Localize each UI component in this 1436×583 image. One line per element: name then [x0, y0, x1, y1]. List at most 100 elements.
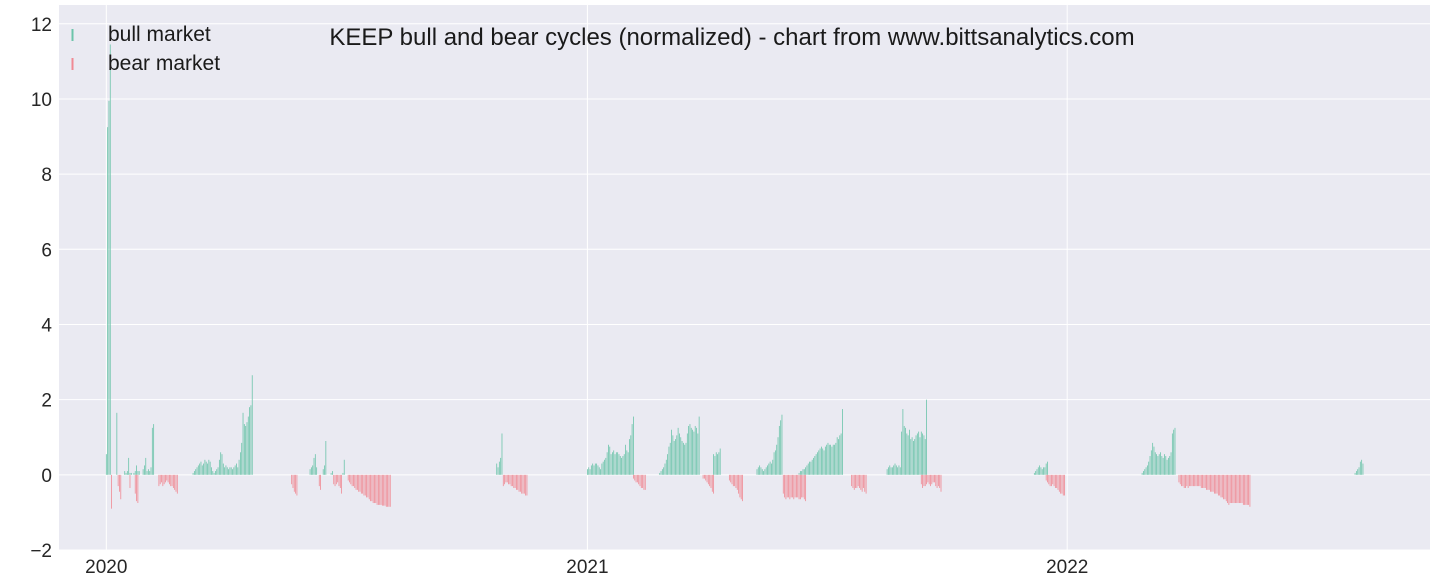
bull-bar: [197, 465, 199, 475]
bear-bar: [935, 474, 937, 487]
bear-bar: [517, 474, 519, 490]
bull-bar: [203, 463, 204, 475]
bull-bar: [839, 435, 841, 475]
bear-bar: [1195, 474, 1197, 487]
bear-bar: [387, 474, 389, 507]
bear-bar: [1245, 474, 1247, 505]
bear-bar: [793, 474, 795, 500]
bull-bar: [894, 463, 896, 475]
bear-bar: [379, 474, 381, 505]
bull-bar: [810, 461, 812, 475]
bull-bar: [222, 463, 224, 475]
bull-bar: [719, 448, 721, 475]
bull-bar: [780, 420, 782, 475]
bull-bar: [124, 471, 126, 475]
bull-bar: [919, 437, 921, 475]
bear-bar: [363, 474, 365, 496]
bear-bar: [1220, 474, 1222, 498]
bull-bar: [679, 433, 680, 475]
bull-bar: [602, 461, 604, 475]
bear-bar: [796, 474, 797, 498]
bear-bar: [1207, 474, 1209, 490]
bear-bar: [865, 474, 867, 494]
bear-bar: [356, 474, 358, 490]
bear-bar: [740, 474, 742, 500]
bull-bar: [1362, 463, 1364, 475]
bull-bar: [1039, 465, 1040, 475]
bear-bar: [296, 474, 298, 496]
bear-bar: [1196, 474, 1198, 487]
bull-bar: [905, 427, 906, 475]
bull-bar: [605, 457, 607, 475]
bull-bar: [136, 465, 137, 475]
bear-bar: [1182, 474, 1184, 487]
bear-bar: [856, 474, 858, 488]
bull-bar: [807, 463, 809, 475]
bull-bar: [1153, 446, 1155, 475]
bear-bar: [853, 474, 855, 490]
bear-bar: [167, 474, 169, 483]
bear-bar: [1244, 474, 1246, 505]
bear-bar: [1056, 474, 1058, 488]
bear-bar: [923, 474, 925, 487]
bull-bar: [817, 452, 818, 475]
bull-bar: [680, 437, 682, 475]
bull-bar: [609, 446, 611, 475]
bear-bar: [351, 474, 353, 487]
bull-bar: [623, 454, 625, 475]
bull-bar: [200, 461, 202, 475]
bull-bar: [836, 437, 838, 475]
bear-bar: [642, 474, 644, 488]
bear-bar: [376, 474, 378, 505]
bear-bar: [1191, 474, 1193, 487]
bear-bar: [1206, 474, 1207, 490]
bear-bar: [1210, 474, 1211, 492]
bear-bar: [370, 474, 371, 502]
bear-bar: [805, 474, 807, 502]
bull-bar: [236, 463, 237, 475]
bull-bar: [592, 463, 594, 475]
bull-bar: [830, 444, 831, 475]
bull-bar: [811, 459, 813, 475]
bull-bar: [675, 439, 676, 475]
x-tick-label: 2021: [566, 557, 608, 578]
bull-bar: [593, 465, 595, 475]
bear-bar: [385, 474, 387, 507]
bull-bar: [621, 457, 622, 475]
bear-bar: [347, 474, 349, 481]
bull-bar: [600, 469, 601, 475]
bear-bar: [863, 474, 864, 488]
legend: bull market bear market: [71, 23, 220, 75]
bull-bar: [1170, 452, 1172, 475]
bull-bar: [496, 463, 498, 475]
bear-bar: [318, 474, 320, 487]
bull-bar: [147, 469, 149, 475]
bear-bar: [1248, 474, 1249, 505]
bull-bar: [781, 414, 783, 475]
y-tick-label: 2: [41, 391, 52, 412]
bull-bar: [718, 452, 720, 475]
bull-bar: [310, 467, 312, 475]
bear-bar: [710, 474, 712, 488]
bear-bar: [797, 474, 799, 498]
bear-bar: [1179, 474, 1181, 485]
bull-bar: [1044, 467, 1046, 475]
bull-bar: [501, 433, 503, 475]
bull-bar: [226, 467, 228, 475]
bull-bar: [1169, 456, 1171, 475]
bear-bar: [855, 474, 856, 488]
bull-bar: [617, 452, 619, 475]
bull-bar: [613, 450, 615, 475]
bear-bar: [1237, 474, 1239, 504]
bear-bar: [381, 474, 383, 506]
bull-bar: [498, 461, 500, 475]
bull-bar: [601, 463, 603, 475]
bull-bar: [915, 435, 917, 475]
bull-bar: [897, 467, 899, 475]
bear-bar: [111, 474, 112, 509]
bull-bar: [221, 454, 223, 475]
bear-bar: [1241, 474, 1243, 504]
bull-bar: [1150, 450, 1152, 475]
bull-bar: [823, 450, 825, 475]
bull-bar: [677, 427, 679, 475]
